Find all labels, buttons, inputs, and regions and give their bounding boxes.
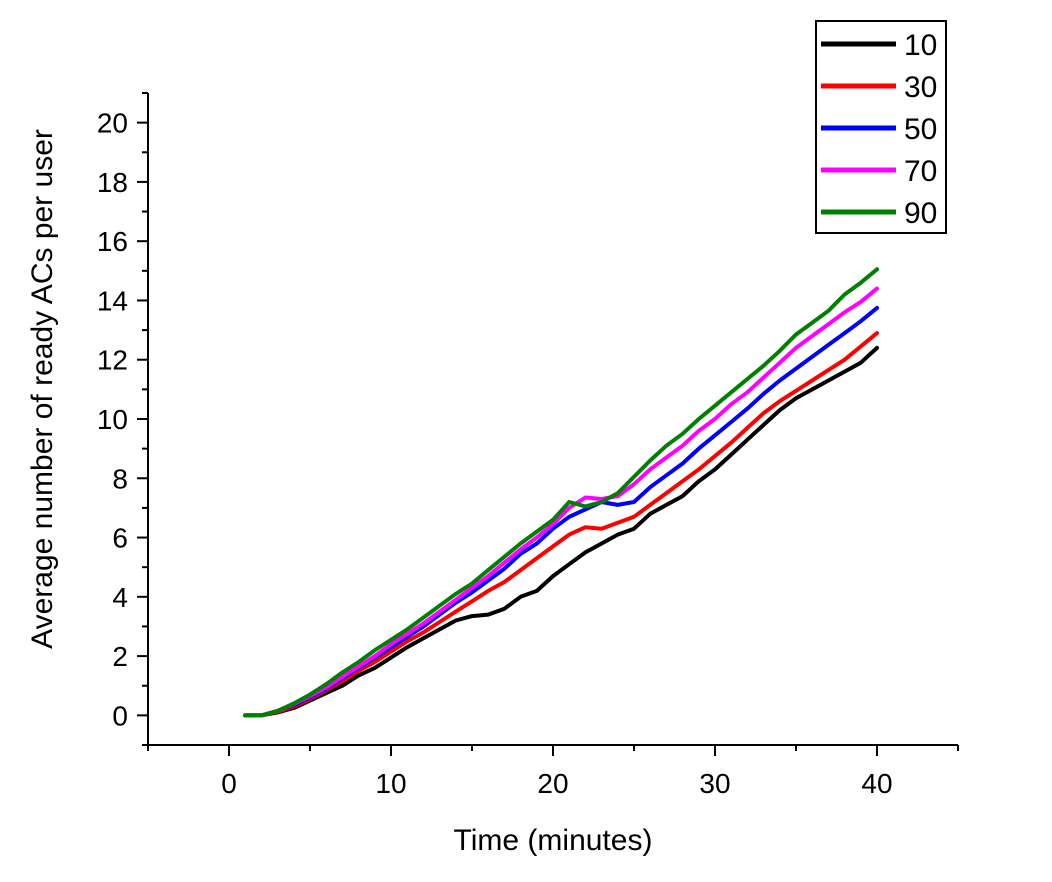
legend: 10 30 50 70 90 [815,20,947,234]
y-tick-label: 4 [112,582,128,613]
x-tick-label: 0 [221,768,237,799]
y-tick-label: 16 [97,226,128,257]
y-tick-label: 2 [112,641,128,672]
x-tick-label: 20 [537,768,568,799]
y-tick-label: 12 [97,345,128,376]
y-tick-label: 0 [112,700,128,731]
series-line-70 [243,286,879,718]
legend-label-30: 30 [904,71,937,104]
y-tick-label: 20 [97,108,128,139]
y-tick-label: 14 [97,285,128,316]
x-tick-label: 30 [699,768,730,799]
x-tick-label: 10 [375,768,406,799]
legend-label-50: 50 [904,113,937,146]
y-tick-label: 10 [97,404,128,435]
x-tick-label: 40 [861,768,892,799]
plot-area [243,267,879,718]
legend-label-10: 10 [904,29,937,62]
y-tick-label: 18 [97,167,128,198]
y-tick-label: 8 [112,463,128,494]
legend-label-90: 90 [904,197,937,230]
legend-label-70: 70 [904,155,937,188]
series-line-90 [243,267,879,718]
axes: 0 10 20 30 40 0 2 4 6 8 10 12 14 16 18 20 [97,92,959,799]
x-axis-title: Time (minutes) [454,824,653,857]
series-line-30 [243,331,879,718]
y-tick-label: 6 [112,523,128,554]
series-line-10 [243,345,879,718]
y-axis-title: Average number of ready ACs per user [26,129,59,649]
